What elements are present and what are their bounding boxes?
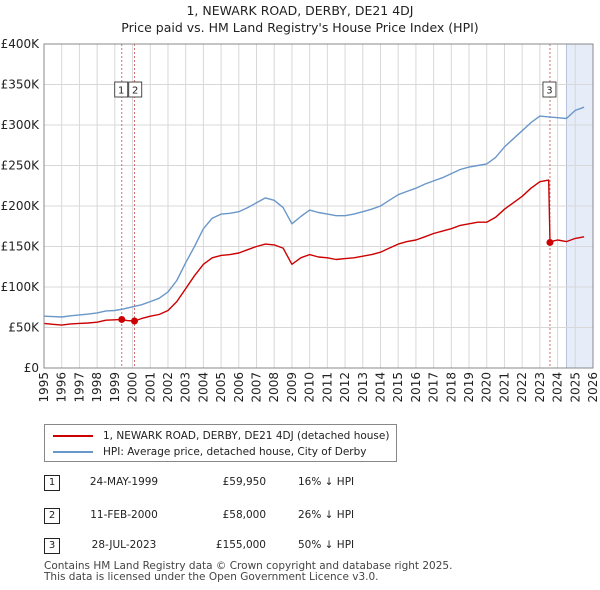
legend-item-hpi: HPI: Average price, detached house, City… (53, 444, 366, 460)
transaction-lines (121, 44, 551, 368)
x-tick-label: 2026 (586, 372, 600, 403)
x-tick-label: 2011 (320, 372, 334, 403)
legend-label-hpi: HPI: Average price, detached house, City… (103, 446, 367, 458)
y-tick-label: £250K (1, 159, 41, 173)
hpi-series-line (43, 106, 585, 318)
x-tick-label: 1999 (108, 372, 122, 403)
x-tick-label: 2006 (232, 372, 246, 403)
chart-subtitle: Price paid vs. HM Land Registry's House … (121, 20, 478, 35)
x-tick-label: 2013 (356, 372, 370, 403)
transaction-label-box (542, 81, 557, 98)
y-tick-label: £100K (1, 280, 41, 294)
transaction-number: 1 (44, 475, 60, 491)
legend-swatch-property (53, 435, 93, 437)
transaction-date: 11-FEB-2000 (90, 509, 158, 521)
transaction-date: 28-JUL-2023 (91, 539, 157, 551)
y-tick-label: £300K (1, 118, 41, 132)
grid (43, 43, 594, 369)
chart-title: 1, NEWARK ROAD, DERBY, DE21 4DJ (186, 3, 413, 18)
transaction-date: 24-MAY-1999 (89, 476, 159, 488)
legend-swatch-hpi (53, 451, 93, 453)
x-tick-label: 2018 (444, 372, 458, 403)
transaction-hpi: 26% ↓ HPI (298, 509, 355, 521)
x-tick-label: 1998 (90, 372, 104, 403)
transaction-price: £58,000 (222, 509, 266, 521)
legend-item-property: 1, NEWARK ROAD, DERBY, DE21 4DJ (detache… (53, 428, 389, 444)
y-tick-label: £400K (1, 37, 41, 51)
x-tick-label: 2003 (179, 372, 193, 403)
x-tick-label: 2005 (214, 372, 228, 403)
x-tick-label: 2015 (391, 372, 405, 403)
y-tick-label: £350K (1, 78, 41, 92)
x-tick-label: 2019 (462, 372, 476, 403)
y-tick-label: £150K (1, 240, 41, 254)
x-tick-label: 1996 (55, 372, 69, 403)
plot-frame (43, 43, 594, 369)
x-tick-label: 1995 (37, 372, 51, 403)
transaction-label-box (128, 81, 143, 98)
x-tick-label: 2012 (338, 372, 352, 403)
x-tick-label: 2014 (373, 372, 387, 403)
x-tick-label: 2025 (568, 372, 582, 403)
transaction-label: 2 (132, 86, 138, 97)
legend-label-property: 1, NEWARK ROAD, DERBY, DE21 4DJ (detache… (103, 430, 390, 442)
x-tick-label: 2021 (497, 372, 511, 403)
x-tick-label: 2000 (126, 372, 140, 403)
price-chart: 1, NEWARK ROAD, DERBY, DE21 4DJ Price pa… (1, 3, 600, 403)
footer-copyright: Contains HM Land Registry data © Crown c… (44, 560, 453, 572)
x-tick-label: 2023 (533, 372, 547, 403)
x-tick-label: 2024 (551, 372, 565, 403)
x-tick-label: 2016 (409, 372, 423, 403)
x-tick-label: 2022 (515, 372, 529, 403)
x-tick-label: 2009 (285, 372, 299, 403)
y-tick-label: £200K (1, 199, 41, 213)
transaction-number: 2 (44, 508, 60, 524)
x-tick-label: 1997 (72, 372, 86, 403)
y-tick-label: £50K (8, 321, 40, 335)
transaction-marker (118, 315, 126, 323)
transaction-price: £155,000 (215, 539, 266, 551)
transaction-hpi: 50% ↓ HPI (298, 539, 355, 551)
x-tick-label: 2008 (267, 372, 281, 403)
transaction-label: 3 (546, 86, 552, 97)
transaction-marker (130, 317, 138, 325)
x-tick-label: 2010 (303, 372, 317, 403)
transaction-number: 3 (44, 538, 60, 554)
x-tick-label: 2007 (250, 372, 264, 403)
legend: 1, NEWARK ROAD, DERBY, DE21 4DJ (detache… (44, 424, 397, 462)
transaction-label-box (114, 81, 129, 98)
x-tick-label: 2002 (161, 372, 175, 403)
x-tick-label: 2001 (143, 372, 157, 403)
y-tick-label: £0 (24, 361, 39, 375)
transaction-label: 1 (118, 86, 124, 97)
transaction-hpi: 16% ↓ HPI (298, 476, 355, 488)
x-tick-label: 2004 (196, 372, 210, 403)
transaction-marker (546, 238, 554, 246)
axes: £0 £50K £100K £150K £200K £250K £300K £350K £400… (1, 37, 600, 403)
footer: Contains HM Land Registry data © Crown c… (44, 561, 452, 583)
x-tick-label: 2017 (427, 372, 441, 403)
x-tick-label: 2020 (480, 372, 494, 403)
footer-licence: This data is licensed under the Open Gov… (44, 571, 379, 583)
transaction-price: £59,950 (222, 476, 266, 488)
